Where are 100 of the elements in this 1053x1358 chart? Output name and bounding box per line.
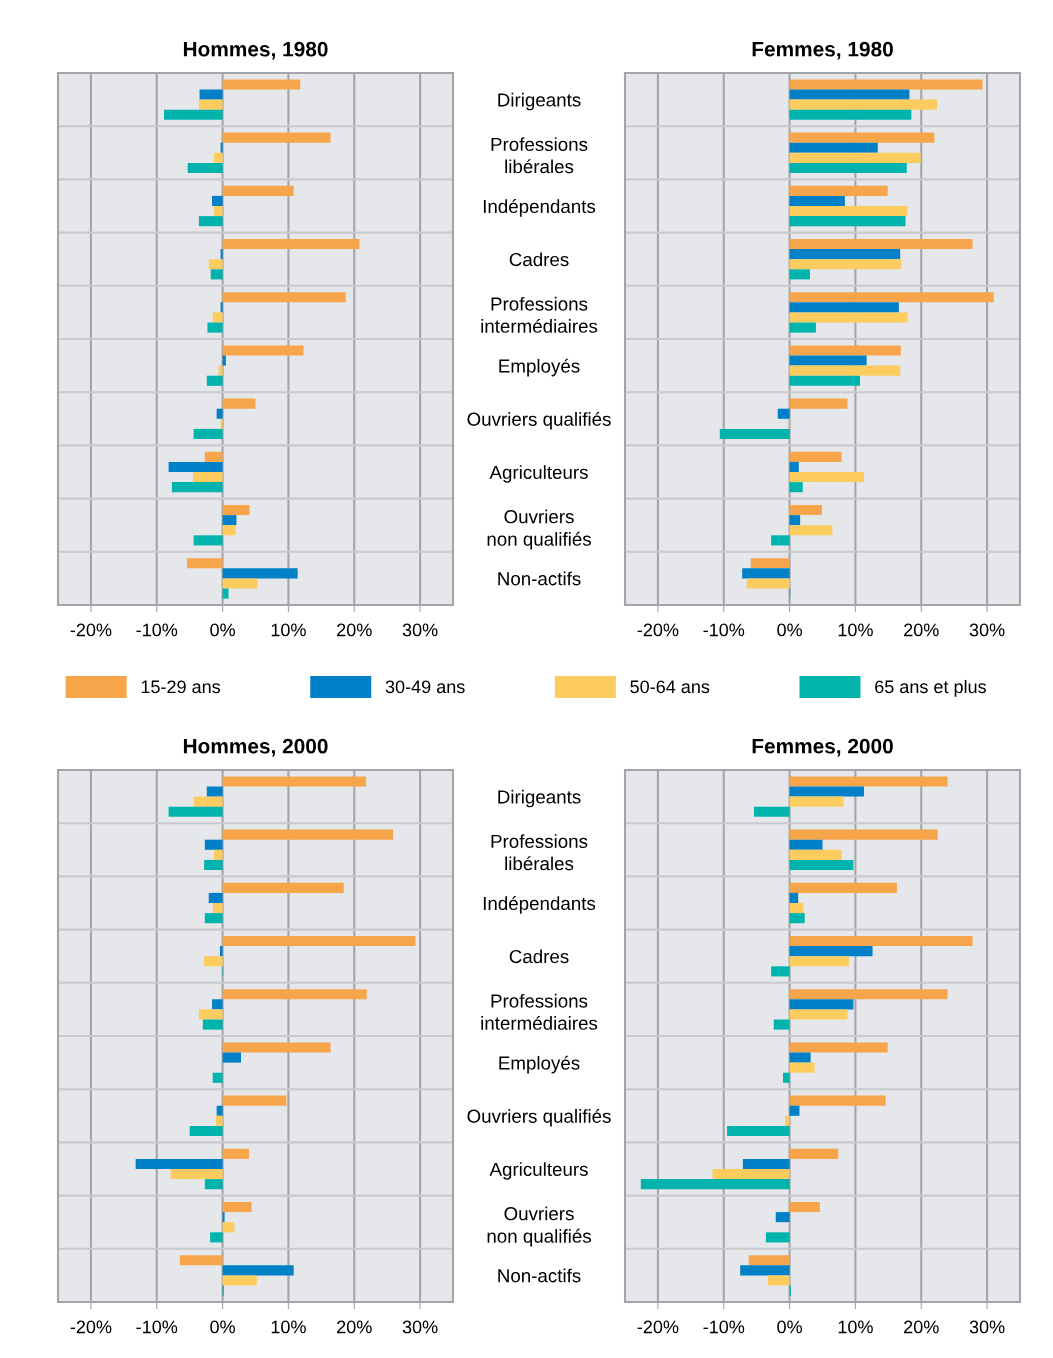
chart-title: Femmes, 1980 [752,41,893,60]
x-tick-label: 0% [210,1320,235,1334]
bar [789,913,805,924]
bar [789,1009,848,1020]
bar [199,89,223,100]
bar [222,1095,287,1106]
y-tick-label: Indépendants [483,199,596,217]
bar [222,132,331,143]
bar [754,806,790,817]
bar [204,451,223,462]
bar [789,1052,811,1063]
bar [208,259,223,270]
x-tick-label: 20% [904,1320,939,1334]
bar [222,515,237,526]
x-tick-label: -20% [637,1320,679,1334]
bar [789,152,921,163]
bar [222,185,294,196]
bar [206,786,223,797]
x-tick-label: -10% [703,623,745,637]
y-tick-label: Agriculteurs [489,1162,588,1180]
bar [771,535,790,546]
bar [789,355,867,366]
bar [207,322,223,333]
bar [789,398,848,409]
bar [789,461,799,472]
bar [206,375,223,386]
bar [222,829,394,840]
bar [767,1275,790,1286]
bar [719,428,790,440]
bar [212,312,223,323]
bar [222,578,258,589]
bar [222,355,226,366]
legend-label: 50-64 ans [630,680,710,694]
bar [204,1179,223,1190]
bar [214,152,223,163]
y-tick-label: Dirigeants [498,789,581,808]
bar [789,989,948,1000]
bar [202,1019,223,1030]
bar [789,269,810,280]
bar [789,482,803,493]
bar [189,1125,223,1137]
bar [204,839,223,850]
chart-title: Hommes, 2000 [183,738,328,757]
bar [789,185,888,196]
bar [222,568,298,579]
bar [748,1255,790,1266]
y-tick-label: Professions libérales [491,834,588,871]
bar [210,1232,223,1243]
bar [789,515,801,526]
x-tick-label: 10% [271,1320,306,1334]
y-tick-label: Agriculteurs [489,465,588,483]
bar [640,1179,790,1190]
x-tick-label: -10% [703,1320,745,1334]
bar [192,472,223,483]
x-tick-label: -20% [70,623,112,637]
bar [789,312,908,323]
bar [727,1125,790,1137]
bar [789,142,878,153]
x-tick-label: -20% [70,1320,112,1334]
bar [179,1255,223,1266]
bar [789,365,901,376]
y-tick-label: Cadres [509,949,569,964]
bar [750,558,790,569]
bar [789,1201,820,1213]
x-tick-label: 20% [337,623,372,637]
x-tick-label: -20% [637,623,679,637]
bar [789,1095,886,1106]
bar [765,1232,790,1243]
bar [219,946,223,957]
bar [789,375,861,386]
bar [170,1169,223,1180]
x-tick-label: 30% [969,623,1005,637]
bar [222,238,360,250]
x-tick-label: 10% [838,1320,873,1334]
bar [222,1148,249,1159]
bar [187,162,223,174]
bar [789,451,842,462]
bar [212,999,223,1010]
bar [222,776,367,787]
bar [784,1115,790,1126]
bar [789,935,973,947]
bar [742,568,790,579]
y-tick-label: Ouvriers qualifiés [467,411,611,430]
bar [789,859,854,871]
bar [789,892,799,903]
bar [198,99,223,110]
bar [168,806,223,817]
y-tick-label: Professions libérales [491,137,588,174]
x-tick-label: 20% [337,1320,372,1334]
bar [222,525,236,536]
bar [789,849,842,860]
bar [216,1105,223,1116]
legend-label: 30-49 ans [385,680,465,694]
bar [773,1019,790,1030]
bar [789,796,844,807]
bar [222,345,304,356]
chart-title: Femmes, 2000 [752,738,893,757]
bar [171,482,223,493]
chart-title: Hommes, 1980 [183,41,328,60]
bar [789,776,948,787]
